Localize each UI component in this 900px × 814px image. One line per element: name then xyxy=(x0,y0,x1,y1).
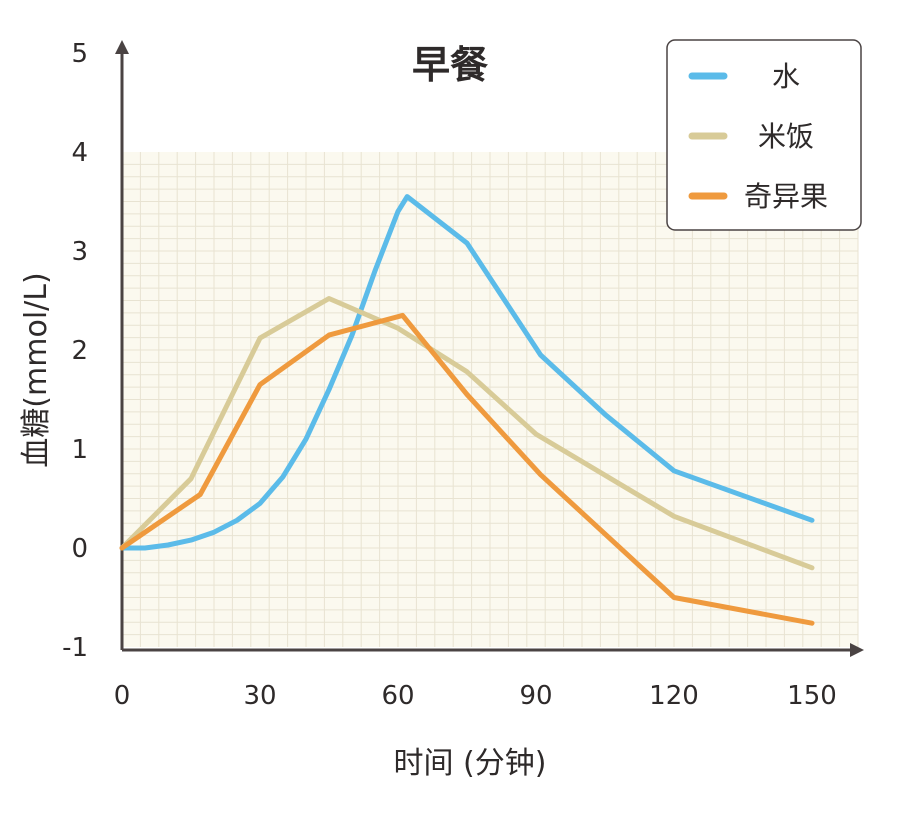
x-axis-arrow xyxy=(850,643,864,657)
y-tick-label: 0 xyxy=(71,534,88,564)
x-tick-labels: 0 30 60 90 120 150 xyxy=(114,681,837,711)
x-tick-label: 60 xyxy=(381,681,414,711)
x-axis-title: 时间 (分钟) xyxy=(394,746,547,781)
legend-label-2: 奇异果 xyxy=(744,180,828,213)
x-tick-label: 150 xyxy=(787,681,837,711)
y-tick-label: 3 xyxy=(71,237,88,267)
series-line-2 xyxy=(119,312,815,626)
legend-label-1: 米饭 xyxy=(758,120,814,153)
y-axis-title: 血糖(mmol/L) xyxy=(19,272,54,467)
x-tick-label: 30 xyxy=(243,681,276,711)
x-tick-label: 90 xyxy=(519,681,552,711)
chart-title: 早餐 xyxy=(412,43,488,87)
y-tick-labels: -1 0 1 2 3 4 5 xyxy=(62,39,88,663)
legend-label-0: 水 xyxy=(772,60,800,93)
legend-box xyxy=(666,39,862,231)
plot-grid xyxy=(122,152,859,647)
x-tick-label: 120 xyxy=(649,681,699,711)
y-tick-label: 4 xyxy=(71,138,88,168)
series-layer xyxy=(119,194,815,626)
y-axis-arrow xyxy=(115,40,129,54)
y-tick-label: -1 xyxy=(62,633,88,663)
y-tick-label: 5 xyxy=(71,39,88,69)
y-tick-label: 2 xyxy=(71,336,88,366)
x-tick-label: 0 xyxy=(114,681,131,711)
series-line-1 xyxy=(119,296,815,571)
series-line-0 xyxy=(119,194,815,551)
y-tick-label: 1 xyxy=(71,435,88,465)
